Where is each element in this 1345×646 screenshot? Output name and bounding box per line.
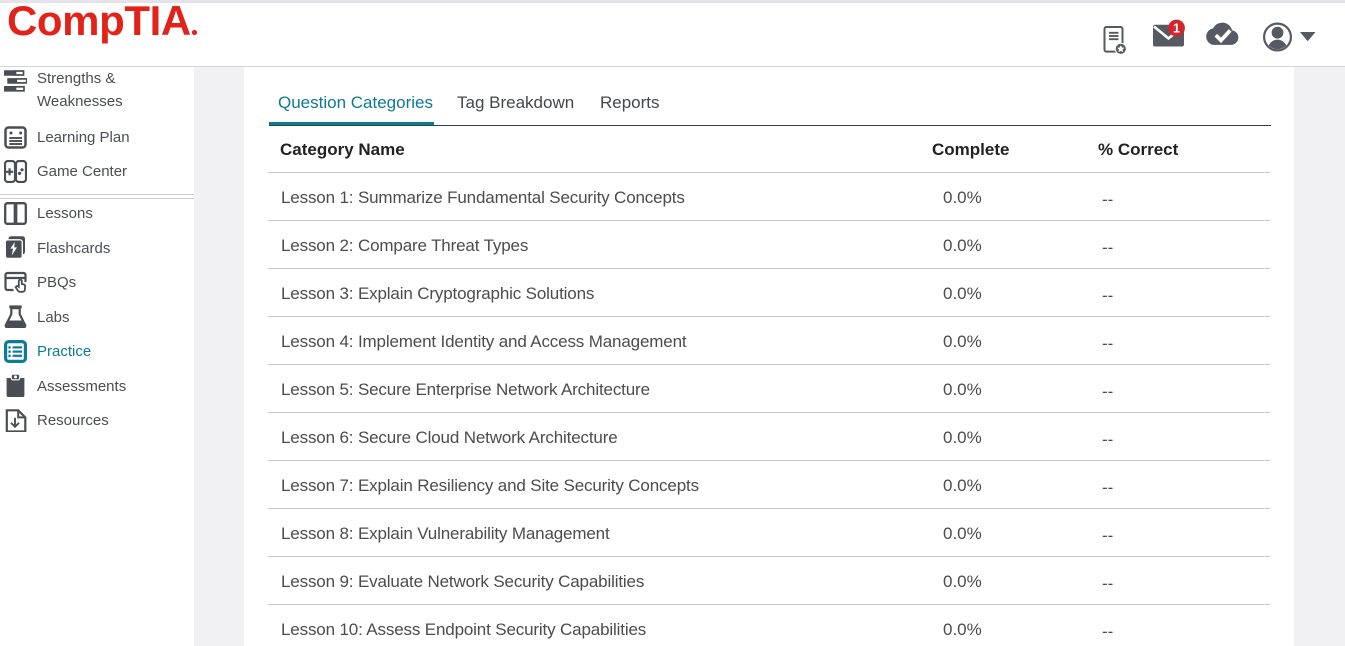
svg-text:1: 1 (1173, 21, 1180, 35)
